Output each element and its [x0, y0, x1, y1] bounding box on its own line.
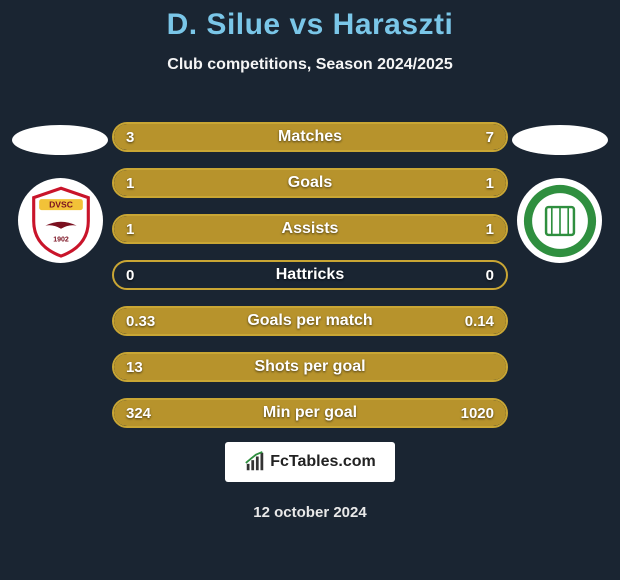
- subtitle: Club competitions, Season 2024/2025: [0, 56, 620, 74]
- stat-value-right: 1020: [461, 400, 494, 426]
- stat-row: Assists1 1: [112, 214, 508, 244]
- stat-label: Goals: [114, 170, 506, 196]
- stat-label: Hattricks: [114, 262, 506, 288]
- chart-icon: [244, 451, 266, 473]
- paks-crest-icon: 2006: [519, 180, 601, 262]
- svg-text:1902: 1902: [53, 236, 69, 243]
- stat-value-right: 0.14: [465, 308, 494, 334]
- stat-value-left: 1: [126, 216, 134, 242]
- stat-label: Min per goal: [114, 400, 506, 426]
- page-title: D. Silue vs Haraszti: [0, 8, 620, 42]
- stats-list: Matches37Goals11Assists11Hattricks00Goal…: [112, 122, 508, 444]
- team-badge-left: DVSC 1902: [18, 178, 103, 263]
- svg-text:DVSC: DVSC: [49, 199, 73, 209]
- stat-value-right: 0: [486, 262, 494, 288]
- stat-value-right: 7: [486, 124, 494, 150]
- badge-shadow-right: [512, 125, 608, 155]
- svg-text:2006: 2006: [551, 192, 567, 201]
- stat-value-left: 3: [126, 124, 134, 150]
- stat-value-left: 324: [126, 400, 151, 426]
- brand-badge: FcTables.com: [225, 442, 395, 482]
- brand-text: FcTables.com: [270, 453, 376, 471]
- dvsc-crest-icon: DVSC 1902: [22, 182, 100, 260]
- stat-row: Goals1 1: [112, 168, 508, 198]
- comparison-card: D. Silue vs Haraszti Club competitions, …: [0, 0, 620, 580]
- team-badge-right: 2006: [517, 178, 602, 263]
- stat-label: Assists: [114, 216, 506, 242]
- badge-shadow-left: [12, 125, 108, 155]
- stat-row: Hattricks0 0: [112, 260, 508, 290]
- stat-label: Matches: [114, 124, 506, 150]
- stat-value-left: 0: [126, 262, 134, 288]
- stat-value-left: 0.33: [126, 308, 155, 334]
- stat-value-left: 13: [126, 354, 143, 380]
- stat-label: Shots per goal: [114, 354, 506, 380]
- stat-row: Shots per goal13: [112, 352, 508, 382]
- stat-label: Goals per match: [114, 308, 506, 334]
- stat-row: Goals per match0.33 0.14: [112, 306, 508, 336]
- stat-row: Matches3 7: [112, 122, 508, 152]
- date-text: 12 october 2024: [0, 504, 620, 521]
- stat-value-left: 1: [126, 170, 134, 196]
- stat-value-right: 1: [486, 216, 494, 242]
- stat-value-right: 1: [486, 170, 494, 196]
- stat-row: Min per goal324 1020: [112, 398, 508, 428]
